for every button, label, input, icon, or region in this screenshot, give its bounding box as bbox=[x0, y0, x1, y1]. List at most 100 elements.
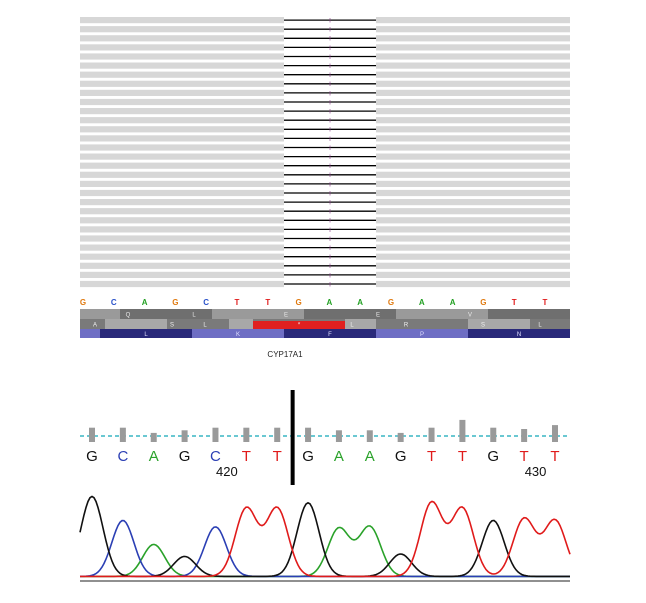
quality-bar bbox=[243, 428, 249, 442]
position-label: 420 bbox=[216, 464, 238, 479]
insertion-marker: I bbox=[329, 272, 331, 279]
reference-base: A bbox=[327, 298, 333, 307]
insertion-marker: I bbox=[329, 81, 331, 88]
frame1-codon bbox=[396, 309, 488, 319]
aligned-read-right bbox=[376, 235, 570, 241]
base-call: A bbox=[149, 448, 159, 465]
aligned-read-left bbox=[80, 135, 284, 141]
frame2-codon bbox=[468, 319, 530, 329]
quality-bar bbox=[182, 430, 188, 442]
base-call: G bbox=[86, 448, 98, 465]
quality-bar bbox=[459, 420, 465, 442]
gene-name-label: CYP17A1 bbox=[240, 350, 330, 359]
frame1-amino-acid: E bbox=[284, 313, 288, 319]
frame2-amino-acid: S bbox=[481, 323, 485, 329]
aligned-read-right bbox=[376, 281, 570, 287]
aligned-read-right bbox=[376, 63, 570, 69]
igv-alignment-panel: IIIIIIIIIIIIIIIIIIIIIIIIIIIIIIG C A G C T T G A A… bbox=[0, 0, 646, 360]
frame3-amino-acid: F bbox=[328, 332, 332, 338]
frame1-amino-acid: E bbox=[376, 313, 380, 319]
aligned-read-left bbox=[80, 181, 284, 187]
quality-bar bbox=[305, 428, 311, 442]
aligned-read-right bbox=[376, 90, 570, 96]
frame2-amino-acid: S bbox=[170, 323, 174, 329]
base-call: C bbox=[210, 448, 221, 465]
reference-base: G bbox=[172, 298, 178, 307]
reference-base: G bbox=[388, 298, 394, 307]
frame1-codon bbox=[304, 309, 396, 319]
aligned-read-right bbox=[376, 163, 570, 169]
aligned-read-right bbox=[376, 35, 570, 41]
insertion-marker: I bbox=[329, 163, 331, 170]
aligned-read-right bbox=[376, 53, 570, 59]
aligned-read-left bbox=[80, 99, 284, 105]
insertion-marker: I bbox=[329, 127, 331, 134]
quality-bar bbox=[212, 428, 218, 442]
aligned-read-left bbox=[80, 226, 284, 232]
reference-base: G bbox=[295, 298, 301, 307]
insertion-marker: I bbox=[329, 227, 331, 234]
aligned-read-left bbox=[80, 17, 284, 23]
quality-bar bbox=[552, 425, 558, 442]
aligned-read-left bbox=[80, 26, 284, 32]
aligned-read-left bbox=[80, 81, 284, 87]
insertion-marker: I bbox=[329, 63, 331, 70]
insertion-marker: I bbox=[329, 281, 331, 288]
reference-base: G bbox=[480, 298, 486, 307]
aligned-read-right bbox=[376, 217, 570, 223]
aligned-read-left bbox=[80, 108, 284, 114]
aligned-read-right bbox=[376, 108, 570, 114]
base-call: T bbox=[273, 448, 282, 465]
frame1-codon bbox=[80, 309, 120, 319]
frame1-codon bbox=[488, 309, 570, 319]
frame1-amino-acid: Q bbox=[126, 313, 131, 319]
frame3-amino-acid: N bbox=[517, 332, 521, 338]
frame3-codon bbox=[80, 329, 100, 338]
aligned-read-left bbox=[80, 190, 284, 196]
reference-base: A bbox=[450, 298, 456, 307]
frame1-codon bbox=[120, 309, 212, 319]
frame1-amino-acid: V bbox=[468, 313, 472, 319]
trace-G bbox=[80, 496, 570, 576]
reference-base: G bbox=[80, 298, 86, 307]
quality-bar bbox=[274, 428, 280, 442]
frame1-codon bbox=[212, 309, 304, 319]
insertion-marker: I bbox=[329, 245, 331, 252]
insertion-marker: I bbox=[329, 109, 331, 116]
insertion-marker: I bbox=[329, 190, 331, 197]
aligned-read-right bbox=[376, 190, 570, 196]
aligned-read-right bbox=[376, 272, 570, 278]
reference-base: T bbox=[512, 298, 517, 307]
position-label: 430 bbox=[525, 464, 547, 479]
base-call: G bbox=[179, 448, 191, 465]
base-call: T bbox=[458, 448, 467, 465]
aligned-read-right bbox=[376, 44, 570, 50]
frame2-codon bbox=[105, 319, 167, 329]
aligned-read-left bbox=[80, 263, 284, 269]
base-call: A bbox=[334, 448, 344, 465]
insertion-marker: I bbox=[329, 263, 331, 270]
base-call: G bbox=[487, 448, 499, 465]
aligned-read-right bbox=[376, 208, 570, 214]
base-call: T bbox=[550, 448, 559, 465]
insertion-marker: I bbox=[329, 236, 331, 243]
base-call: G bbox=[395, 448, 407, 465]
aligned-read-left bbox=[80, 154, 284, 160]
insertion-marker: I bbox=[329, 90, 331, 97]
aligned-read-left bbox=[80, 163, 284, 169]
insertion-marker: I bbox=[329, 209, 331, 216]
aligned-read-left bbox=[80, 254, 284, 260]
quality-bar bbox=[398, 433, 404, 442]
aligned-read-right bbox=[376, 81, 570, 87]
insertion-marker: I bbox=[329, 118, 331, 125]
quality-bar bbox=[151, 433, 157, 442]
aligned-read-right bbox=[376, 263, 570, 269]
aligned-read-left bbox=[80, 72, 284, 78]
base-call: T bbox=[427, 448, 436, 465]
reference-base: T bbox=[543, 298, 548, 307]
aligned-read-left bbox=[80, 53, 284, 59]
quality-bar bbox=[521, 429, 527, 442]
aligned-read-left bbox=[80, 90, 284, 96]
frame3-amino-acid: P bbox=[420, 332, 424, 338]
aligned-read-right bbox=[376, 172, 570, 178]
